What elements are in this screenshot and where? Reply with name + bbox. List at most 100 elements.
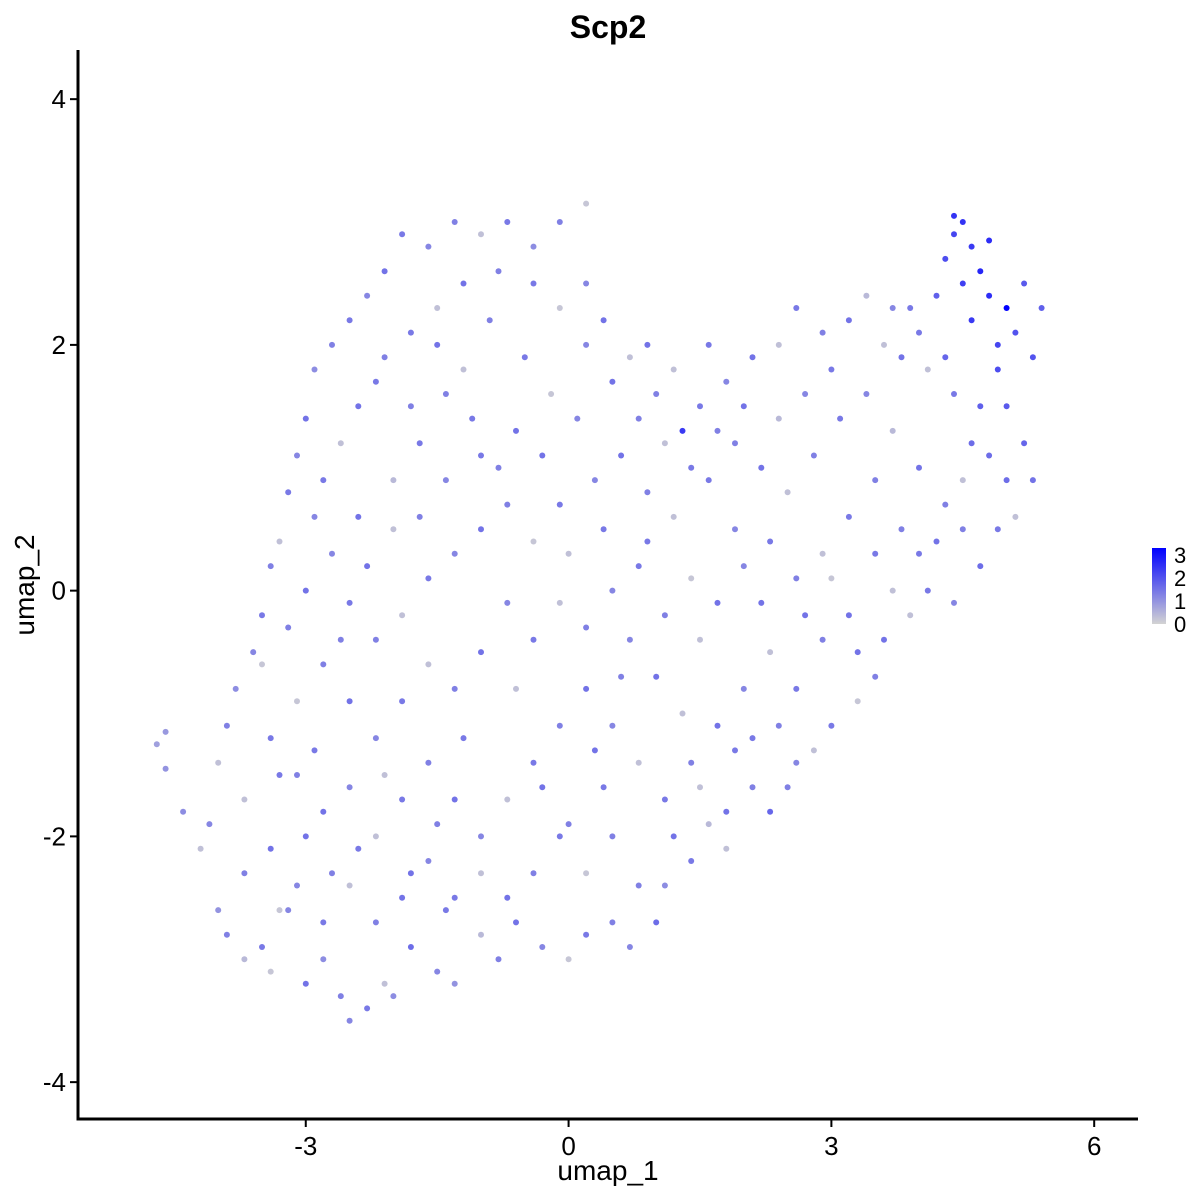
data-point [933,538,940,545]
data-point [434,341,441,348]
x-tick-label: 6 [1087,1131,1101,1161]
data-point [399,231,406,238]
data-point [276,907,283,914]
data-point [407,870,414,877]
data-point [775,415,782,422]
data-point [732,747,738,754]
data-point [442,907,449,914]
data-point [364,1005,371,1012]
data-point [951,231,957,238]
data-point [653,391,660,397]
data-point [618,673,625,680]
data-point [977,563,984,570]
data-point [241,956,248,963]
data-point [714,722,721,729]
data-point [346,599,353,606]
data-point [416,513,423,520]
data-point [697,636,703,643]
data-point [180,808,187,815]
data-point [889,427,896,434]
data-point [626,636,633,643]
data-point [521,354,528,361]
data-point [223,931,230,938]
data-point [951,599,957,606]
data-point [425,759,432,766]
data-point [661,440,668,447]
data-point [565,821,572,828]
data-point [705,821,712,828]
data-point [451,894,458,901]
data-point [635,882,642,889]
data-point [442,391,449,397]
data-point [250,649,257,656]
legend-tick-label: 2 [1174,566,1186,591]
x-tick-label: -3 [294,1131,317,1161]
data-point [845,612,852,619]
data-point [916,550,922,557]
data-point [556,501,563,508]
legend-colorbar [1152,548,1166,624]
data-point [749,354,756,361]
data-point [775,341,782,348]
data-point [390,993,397,1000]
data-point [688,575,695,582]
data-point [399,698,406,705]
data-point [355,403,362,410]
data-point [767,538,774,545]
data-point [837,415,844,422]
data-point [372,636,379,643]
data-point [661,612,668,619]
legend-tick-label: 1 [1174,589,1186,614]
data-point [241,796,248,803]
data-point [889,305,896,311]
data-point [1003,403,1010,410]
data-point [206,821,213,828]
data-point [977,268,984,275]
data-point [478,833,484,840]
data-point [1003,477,1010,484]
data-point [556,305,563,311]
data-point [679,427,686,434]
y-tick-label: 4 [52,84,66,114]
data-point [267,845,274,852]
data-point [460,280,467,287]
legend-tick-label: 3 [1174,543,1186,568]
data-point [390,477,397,484]
data-point [381,980,388,987]
data-point [740,403,747,410]
data-point [434,305,441,311]
data-point [653,919,660,926]
data-point [513,919,519,926]
data-point [644,538,651,545]
data-point [530,280,537,287]
data-point [951,212,957,219]
data-point [583,341,590,348]
data-point [583,931,590,938]
data-point [933,292,940,299]
data-point [320,661,327,668]
data-point [793,759,800,766]
data-point [740,685,747,692]
data-point [285,489,292,496]
data-point [775,722,782,729]
legend-tick-label: 0 [1174,612,1186,637]
data-point [478,870,484,877]
data-point [994,341,1001,348]
data-point [618,452,625,459]
data-point [653,673,660,680]
data-point [793,575,800,582]
data-point [714,427,721,434]
data-point [994,366,1001,373]
x-axis-ticks: -3 0 3 6 [294,1119,1101,1161]
data-point [276,772,283,778]
data-point [556,722,563,729]
data-point [451,219,458,225]
data-point [416,440,423,447]
data-point [162,765,169,772]
data-point [854,649,861,656]
data-point [635,759,642,766]
data-point [942,501,949,508]
data-point [723,845,730,852]
